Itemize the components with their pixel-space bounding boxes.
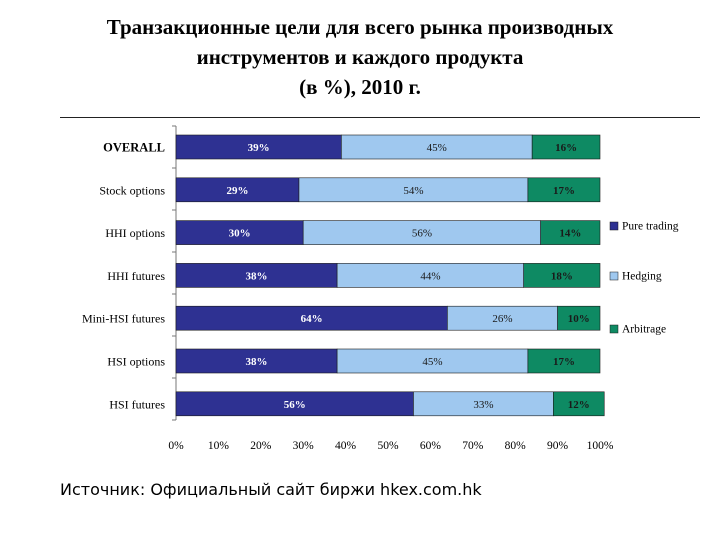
x-tick-label: 50% [377,440,399,452]
data-label: 54% [403,185,423,197]
bar-segment [175,391,414,417]
title-line-3: (в %), 2010 г. [299,75,421,99]
data-label: 18% [551,270,573,282]
bar-segment [413,391,554,417]
data-label: 14% [559,228,581,240]
bar-segment [175,305,448,331]
chart-title: Транзакционные цели для всего рынка прои… [40,12,680,102]
source-note: Источник: Официальный сайт биржи hkex.co… [60,480,482,499]
data-label: 26% [492,313,512,325]
legend-swatch [609,324,619,334]
x-tick-label: 60% [420,440,442,452]
x-tick-label: 20% [250,440,272,452]
x-tick-label: 100% [587,440,614,452]
data-label: 64% [301,313,323,325]
legend-label: Hedging [622,271,662,283]
x-tick-label: 90% [547,440,569,452]
bar-segment [175,220,304,245]
data-label: 45% [422,356,442,368]
bar-segment [527,348,601,374]
category-label: HHI futures [107,269,165,283]
title-line-1: Транзакционные цели для всего рынка прои… [106,15,614,39]
data-label: 12% [568,399,590,411]
bar-segment [336,348,529,374]
category-label: Stock options [99,183,165,197]
data-label: 17% [553,356,575,368]
category-label: HSI options [107,355,165,369]
x-tick-label: 40% [335,440,357,452]
bar-segment [336,263,524,288]
data-label: 45% [427,142,447,154]
category-label: HHI options [105,226,165,240]
data-label: 29% [226,185,248,197]
data-label: 38% [246,356,268,368]
title-line-2: инструментов и каждого продукта [196,45,524,69]
data-label: 56% [284,399,306,411]
bar-segment [298,177,529,203]
category-label: OVERALL [103,141,165,155]
legend-label: Pure trading [622,221,679,233]
data-label: 56% [412,228,432,240]
x-tick-label: 80% [505,440,527,452]
bar-segment [447,305,558,331]
data-label: 10% [568,313,590,325]
category-label: HSI futures [109,397,165,411]
title-divider [60,117,700,118]
bar-segment [557,305,601,331]
legend-swatch [609,221,619,231]
bar-segment [527,177,601,203]
data-label: 33% [473,399,493,411]
x-tick-label: 0% [168,440,184,452]
category-label: Mini-HSI futures [82,312,165,326]
data-label: 16% [555,142,577,154]
x-tick-label: 30% [293,440,315,452]
bar-segment [175,348,338,374]
bar-segment [531,134,601,160]
data-label: 44% [420,270,440,282]
bar-segment [553,391,605,417]
data-label: 30% [229,228,251,240]
bar-segment [540,220,601,245]
x-tick-label: 10% [208,440,230,452]
bar-segment [523,263,601,288]
bar-segment [302,220,541,245]
data-label: 39% [248,142,270,154]
bar-segment [341,134,533,160]
data-label: 38% [246,270,268,282]
data-label: 17% [553,185,575,197]
legend-swatch [609,271,619,281]
x-tick-label: 70% [462,440,484,452]
legend-label: Arbitrage [622,324,666,336]
bar-segment [175,263,338,288]
